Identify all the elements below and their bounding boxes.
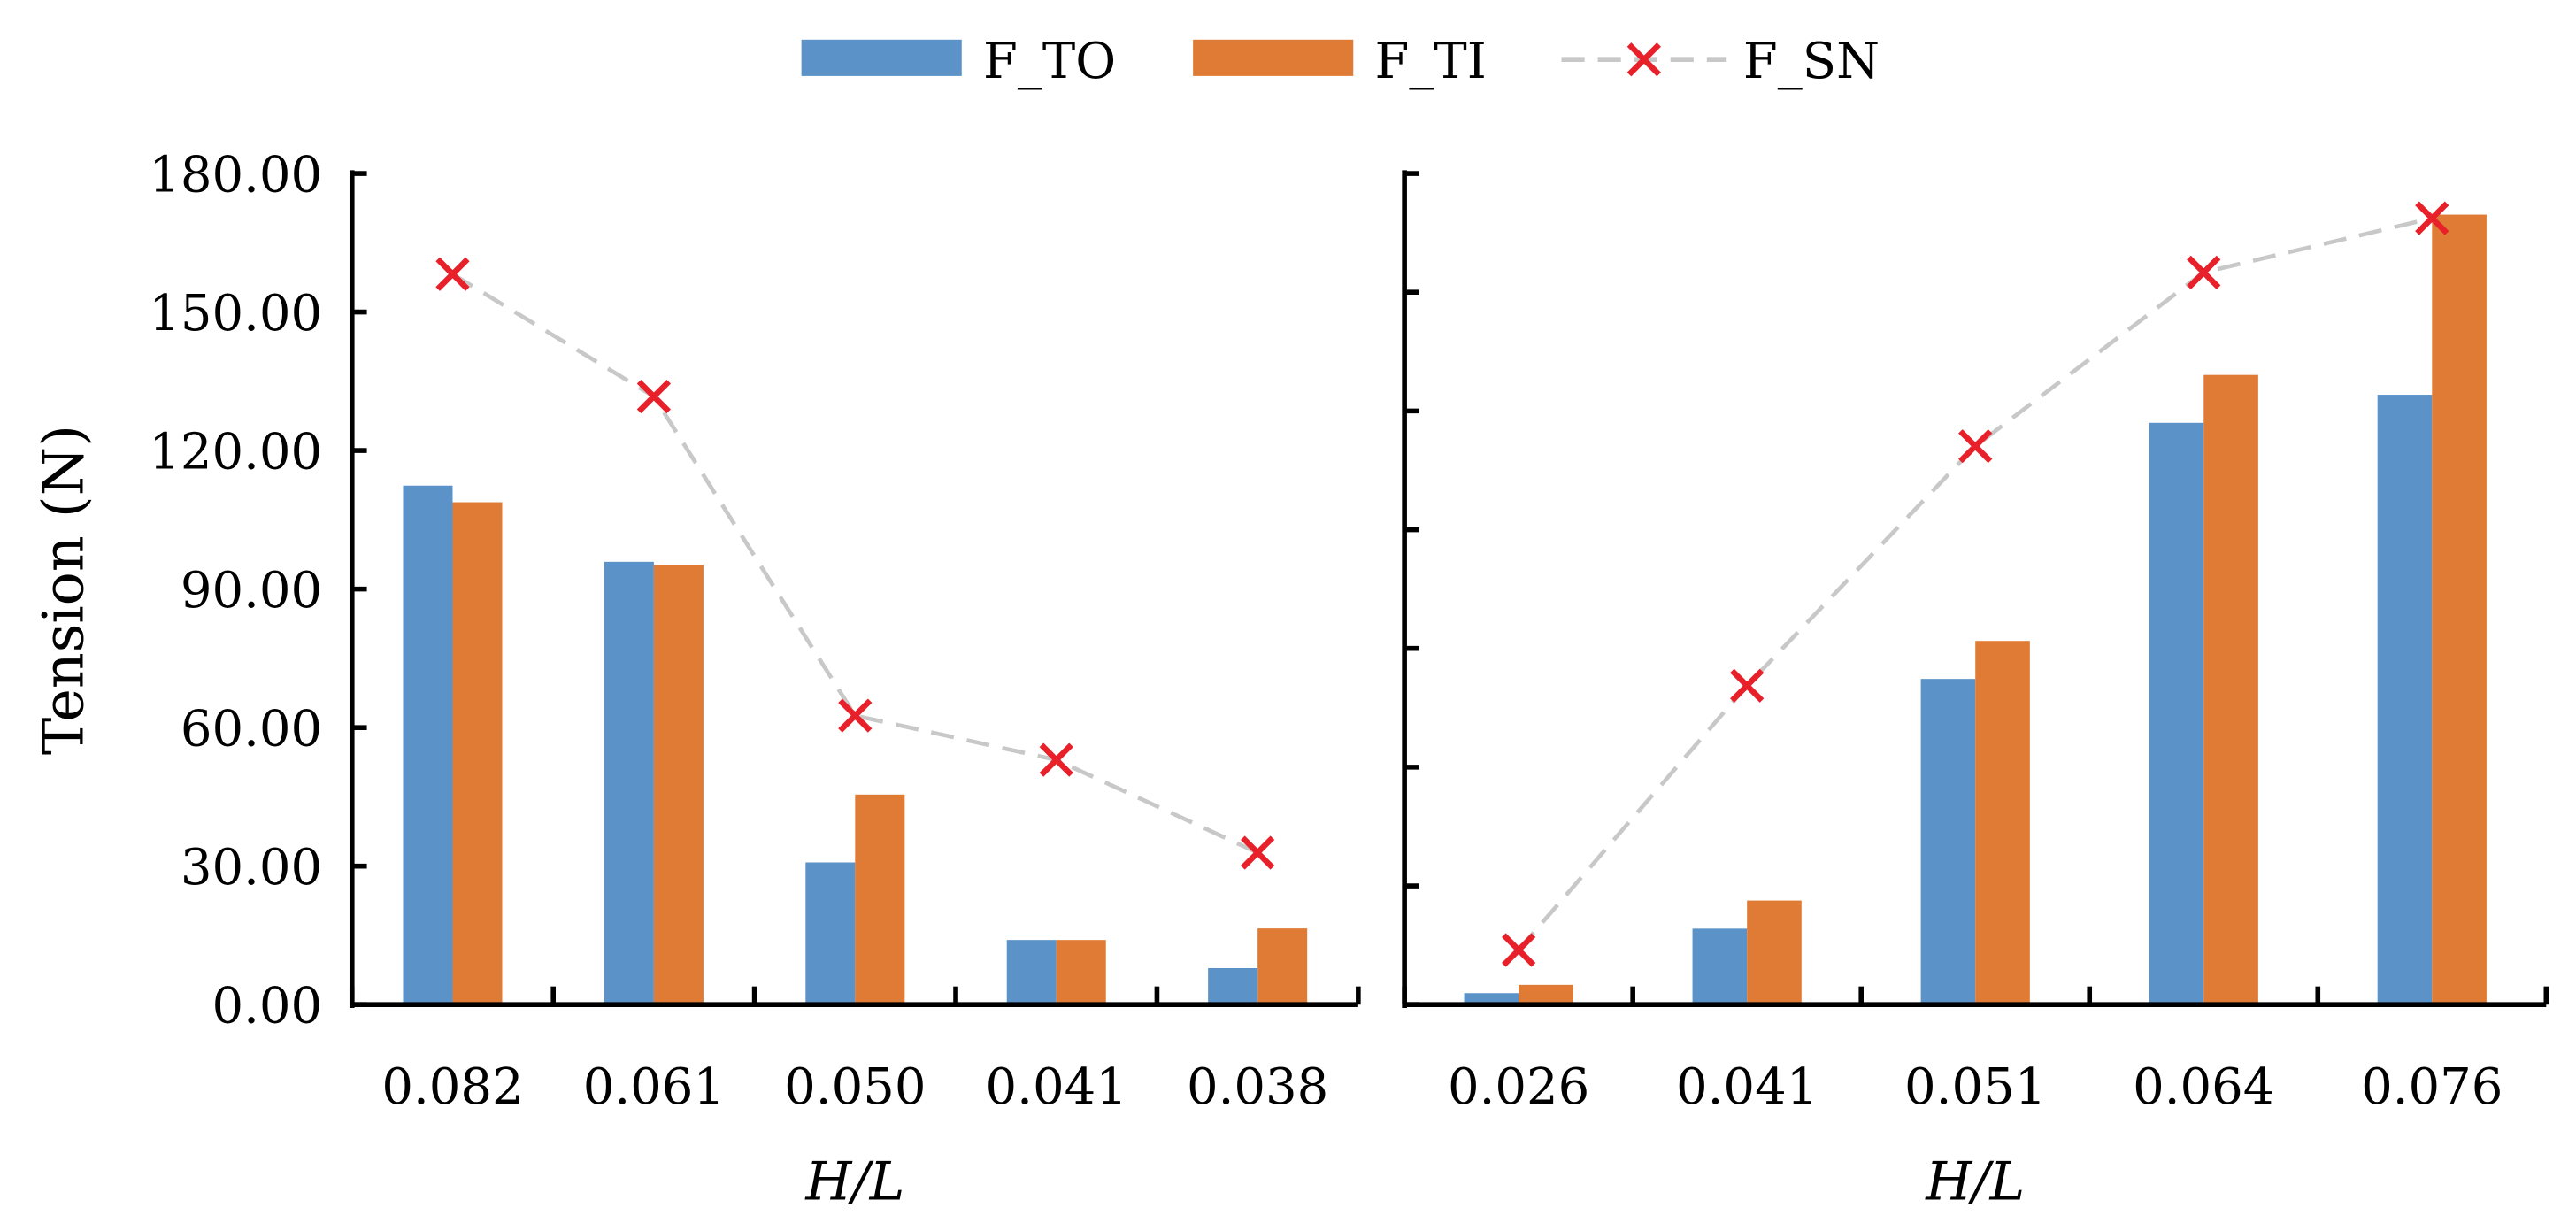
marker-f-sn-0.064 (2187, 255, 2221, 289)
bar-f-ti-0.038 (1257, 928, 1308, 1005)
bar-f-ti-0.076 (2432, 214, 2487, 1005)
marker-f-sn-0.041 (1730, 668, 1765, 703)
legend-label: F_SN (1743, 33, 1880, 90)
x-tick-label: 0.041 (986, 1058, 1127, 1116)
line-f-sn (451, 272, 1259, 855)
x-marker-stroke (1241, 835, 1275, 870)
bar-f-ti-0.082 (452, 502, 503, 1005)
x-marker-stroke (1039, 742, 1073, 777)
x-marker-stroke (1626, 42, 1661, 77)
legend-x-marker (1626, 42, 1661, 77)
x-axis-label: H/L (1925, 1152, 2025, 1213)
bar-f-to-0.051 (1920, 679, 1976, 1005)
legend-swatch (801, 39, 962, 76)
legend: F_TO F_TI F_SN (801, 33, 1880, 90)
bar-f-ti-0.064 (2203, 374, 2258, 1005)
legend-label: F_TI (1375, 33, 1487, 90)
bar-f-ti-0.050 (855, 794, 905, 1005)
x-tick-label: 0.051 (1904, 1058, 2046, 1116)
y-tick-label: 120.00 (149, 424, 322, 481)
bar-f-to-0.061 (604, 561, 654, 1005)
bar-f-to-0.038 (1208, 967, 1258, 1005)
left-panel: 0.00 30.00 60.00 90.00 120.00 150.00 180.00 0.0… (149, 147, 1361, 1213)
legend-label: F_TO (983, 33, 1116, 90)
x-marker-stroke (838, 698, 873, 733)
x-tick-label: 0.076 (2361, 1058, 2503, 1116)
line-f-sn (1517, 216, 2433, 952)
y-tick-label: 60.00 (181, 701, 322, 758)
x-tick-label: 0.026 (1448, 1058, 1589, 1116)
x-marker-stroke (1730, 668, 1765, 703)
x-marker-stroke (1958, 429, 1993, 464)
bar-f-to-0.041 (1006, 940, 1057, 1005)
y-tick-label: 30.00 (181, 839, 322, 896)
bar-f-ti-0.061 (653, 565, 704, 1005)
x-tick-label: 0.082 (381, 1058, 523, 1116)
x-tick-label: 0.041 (1676, 1058, 1818, 1116)
legend-item-f-sn: F_SN (1561, 33, 1880, 90)
y-tick-label: 180.00 (149, 147, 322, 204)
x-marker-stroke (636, 379, 672, 414)
marker-f-sn-0.051 (1958, 429, 1993, 464)
legend-item-f-to: F_TO (801, 33, 1116, 90)
legend-swatch (1193, 39, 1354, 76)
legend-item-f-ti: F_TI (1193, 33, 1487, 90)
bar-f-to-0.076 (2377, 395, 2433, 1005)
bar-f-ti-0.051 (1975, 641, 2030, 1005)
marker-f-sn-0.038 (1241, 835, 1275, 870)
marker-f-sn-0.076 (2415, 201, 2449, 235)
x-axis-label: H/L (804, 1152, 904, 1213)
x-marker-stroke (1502, 933, 1536, 967)
y-tick-label: 0.00 (211, 978, 322, 1035)
marker-f-sn-0.050 (838, 698, 873, 733)
x-tick-label: 0.038 (1187, 1058, 1328, 1116)
bar-f-ti-0.041 (1747, 900, 1802, 1005)
marker-f-sn-0.082 (435, 257, 470, 291)
marker-f-sn-0.026 (1502, 933, 1536, 967)
y-tick-label: 150.00 (149, 285, 322, 342)
bar-f-to-0.082 (403, 485, 453, 1005)
x-tick-label: 0.061 (583, 1058, 725, 1116)
bar-f-to-0.026 (1464, 993, 1519, 1005)
x-marker-stroke (435, 257, 470, 291)
x-tick-label: 0.050 (784, 1058, 926, 1116)
bar-f-to-0.064 (2149, 422, 2204, 1005)
y-tick-label: 90.00 (181, 562, 322, 619)
bar-f-ti-0.026 (1519, 984, 1573, 1005)
marker-f-sn-0.041 (1039, 742, 1073, 777)
x-marker-stroke (2187, 255, 2221, 289)
marker-f-sn-0.061 (636, 379, 672, 414)
bar-f-to-0.050 (805, 862, 856, 1005)
y-axis-label: Tension (N) (30, 425, 96, 755)
bar-f-ti-0.041 (1056, 940, 1106, 1005)
bar-f-to-0.041 (1692, 928, 1748, 1005)
x-marker-stroke (2415, 201, 2449, 235)
right-panel: 0.026 0.041 0.051 0.064 0.076 H/L (1402, 170, 2549, 1213)
x-tick-label: 0.064 (2133, 1058, 2274, 1116)
